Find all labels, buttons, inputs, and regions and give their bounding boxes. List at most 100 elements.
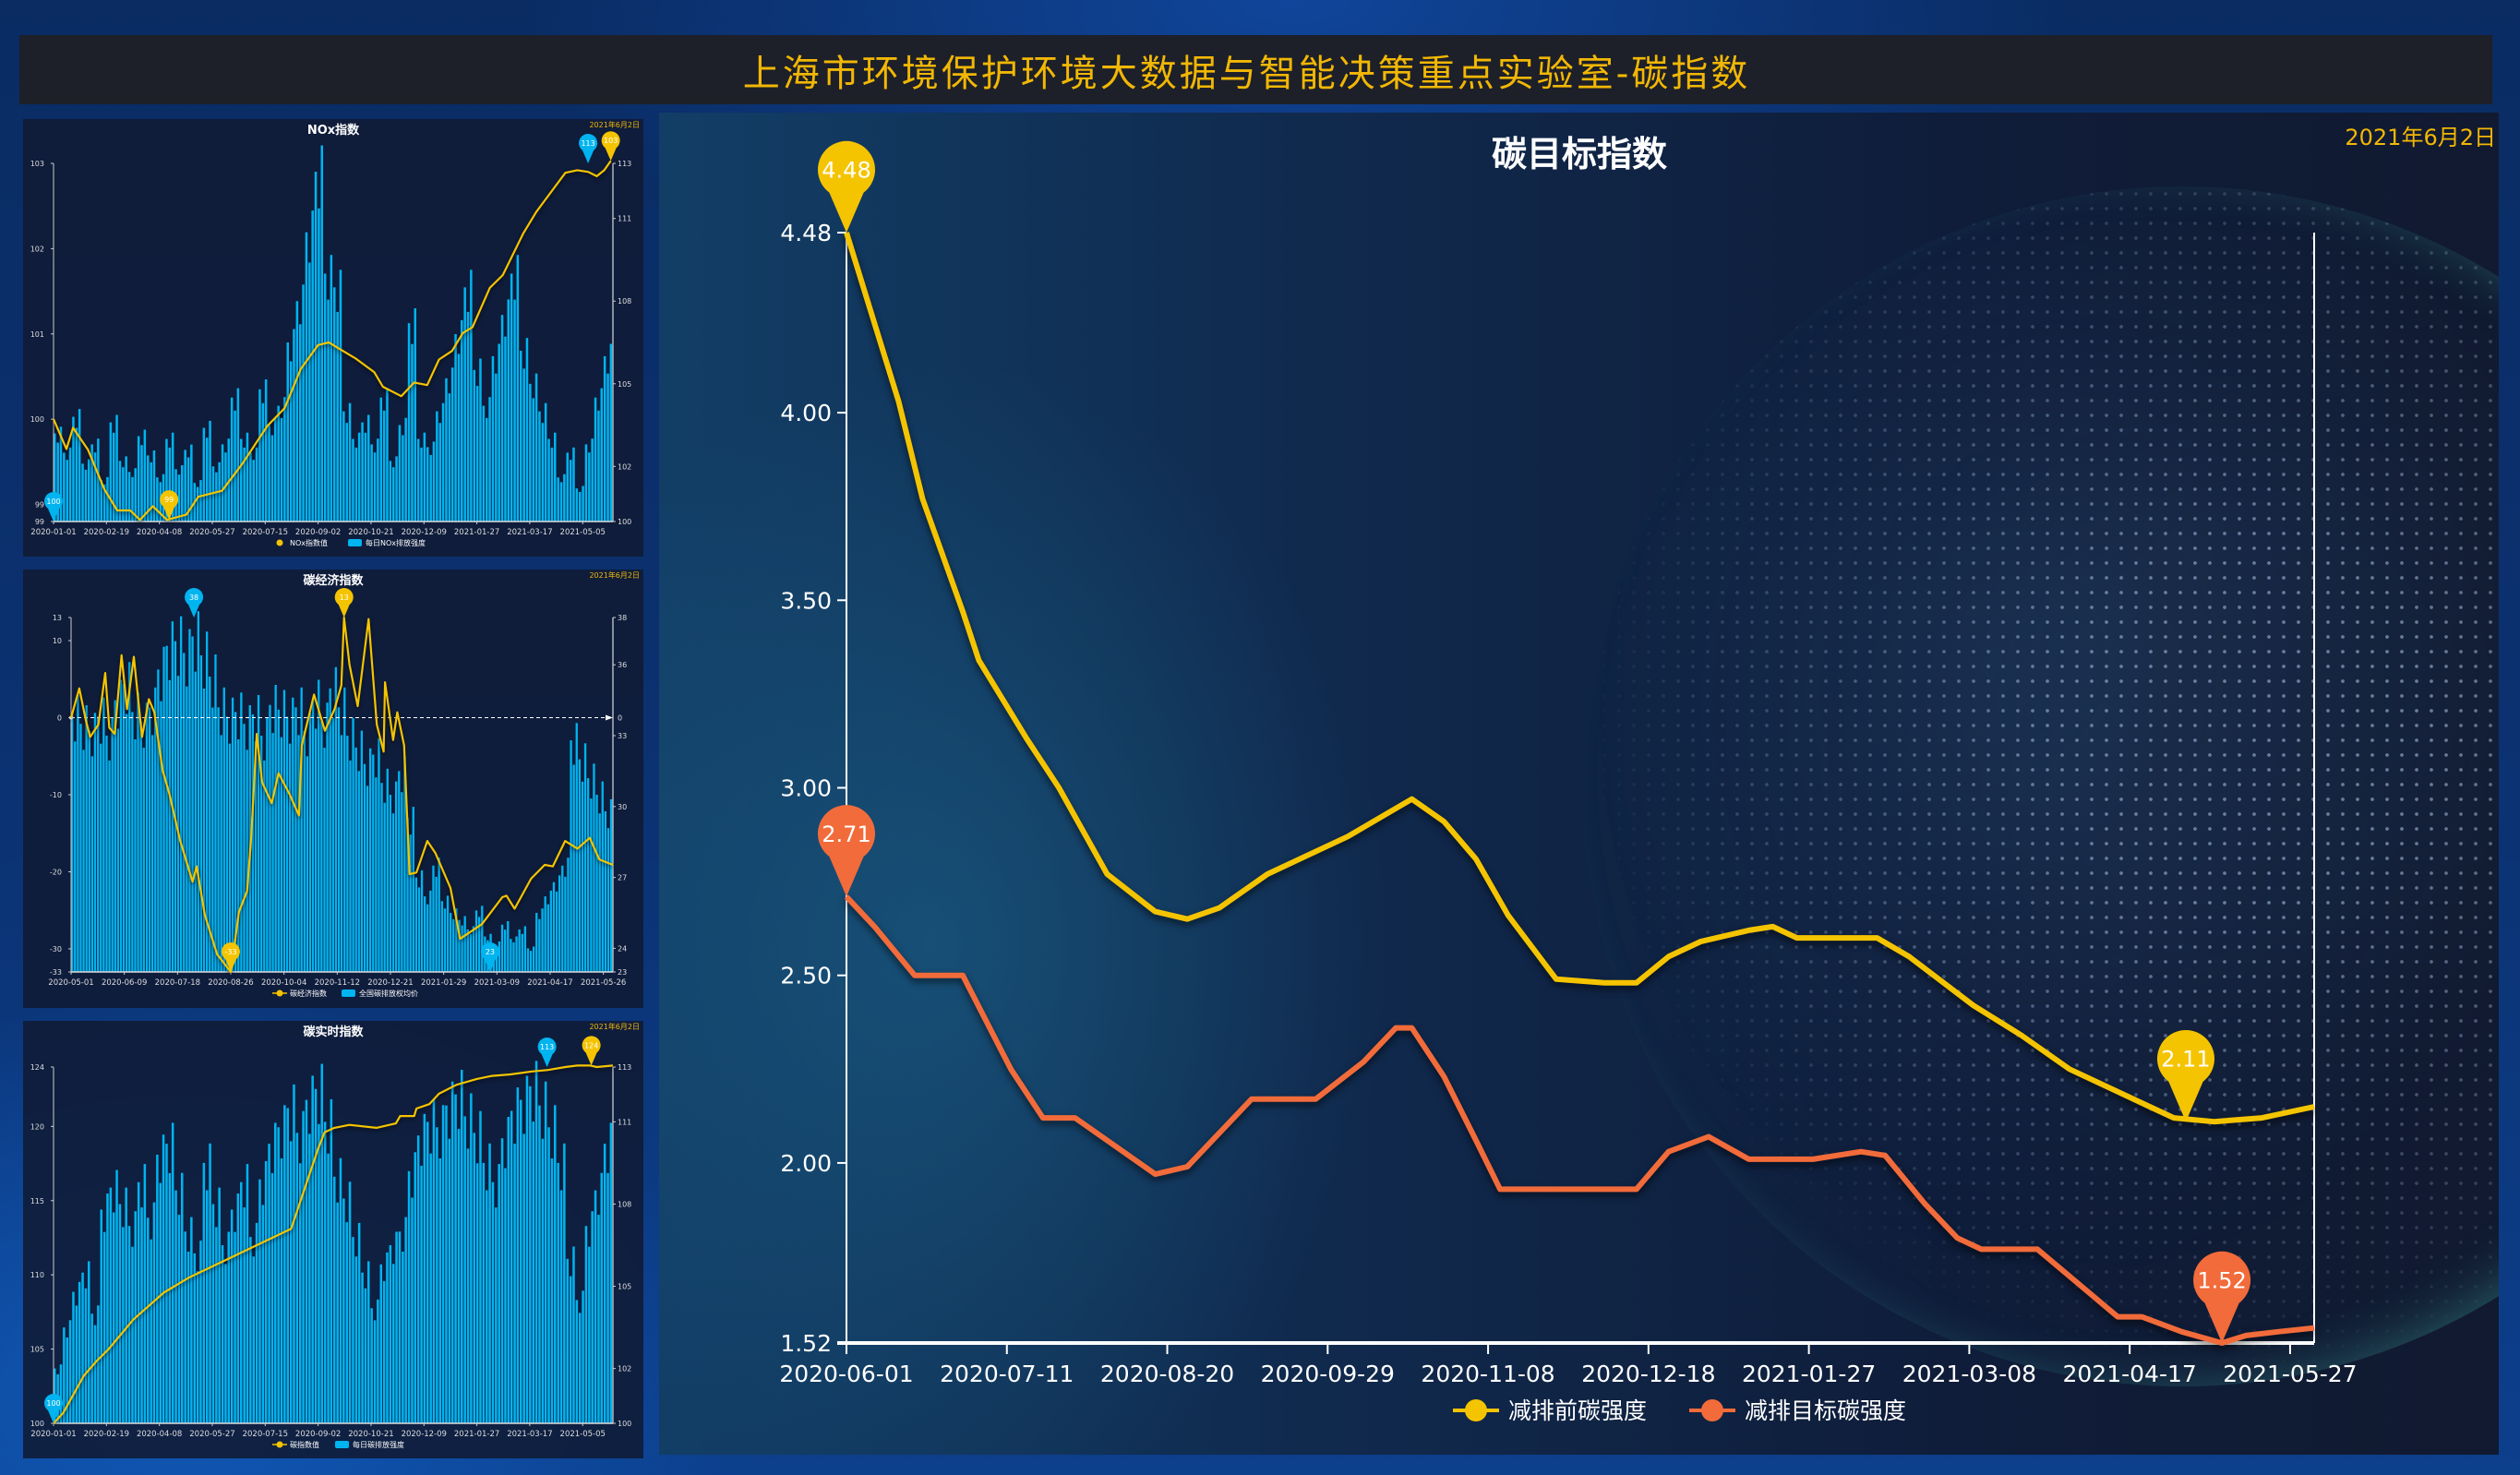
bar [398,1231,402,1423]
bar [81,463,84,522]
bar [308,713,312,972]
bar [518,929,521,972]
bar [569,460,572,522]
bar [525,338,529,522]
bar [131,476,134,522]
legend-item-line[interactable]: 碳经济指数 [272,989,327,998]
bar [323,1121,327,1423]
bar [252,460,256,522]
bar [398,425,402,522]
bar [246,1164,249,1423]
marker-pin: 2.11 [2156,1030,2214,1122]
legend-item-bar[interactable]: 全国碳排放权均价 [342,989,418,998]
bar [380,783,383,972]
nox-index-chart[interactable]: NOx指数 2021年6月2日99991001011021031001021051… [23,119,643,557]
carbon-economy-index-chart[interactable]: 碳经济指数 2021年6月2日 -33 -30 -20 -10 0 10 13 23 24 27 30 3… [23,570,643,1008]
x-tick-label: 2020-10-04 [261,978,306,988]
bar [379,1264,383,1423]
bar [609,343,613,522]
x-tick-label: 2020-06-09 [102,978,147,988]
bar [252,1256,256,1423]
bar [215,472,218,522]
marker-label: 100 [46,1399,60,1408]
legend-dot [1701,1399,1723,1421]
y-tick-label: 2.50 [780,963,832,989]
x-tick-label: 2021-01-27 [454,528,499,537]
bar [295,1133,299,1423]
bar [504,929,507,972]
bar [523,926,527,972]
bar [342,1198,345,1423]
bar [454,334,457,522]
carbon-target-index-panel: 碳目标指数 2021年6月2日 1.52 2.00 2.50 3.00 3.50 4.00 4.… [659,113,2499,1455]
bar-series [71,611,613,972]
bar [463,287,466,522]
legend-item-line[interactable]: 碳指数值 [272,1440,319,1449]
bar [352,438,354,522]
bar [409,834,412,972]
bar [504,1168,507,1423]
bar [277,405,280,522]
bar [538,918,541,972]
bar [150,462,152,522]
bar [302,1110,305,1423]
bar [343,687,346,972]
bar [97,716,100,972]
y-left-tick-label: 100 [30,1420,44,1428]
bar [420,869,424,972]
x-tick-label: 2020-04-08 [137,528,182,537]
bar [140,1207,143,1423]
bar [557,1162,559,1423]
bar [372,754,375,972]
marker-pin-shape [601,131,620,162]
bar [111,717,114,972]
bar [227,1231,231,1423]
legend-item-0[interactable]: 减排前碳强度 [1453,1397,1647,1424]
y-left-tick-label: 120 [30,1122,44,1131]
y-left-tick-label: -33 [50,968,62,977]
bar [457,1129,461,1423]
bar [122,467,125,522]
bar [147,1217,150,1423]
legend-item-line[interactable]: NOx指数值 [276,538,329,547]
bar [243,447,246,522]
bar [582,1290,584,1423]
bar [378,738,380,972]
bar [516,255,520,522]
bar [407,1170,411,1423]
bar [479,358,482,522]
legend-item-bar[interactable]: 每日碳排放强度 [335,1440,404,1449]
x-tick-label: 2020-02-19 [84,528,129,537]
bar [183,653,186,972]
legend-item-1[interactable]: 减排目标碳强度 [1689,1397,1906,1424]
legend-dot [276,539,283,546]
y-right-tick-label: 36 [618,661,627,669]
bar [470,270,473,522]
marker-pin-shape [44,1394,63,1423]
bar [263,760,266,972]
bar [466,1148,470,1423]
carbon-target-index-chart[interactable]: 碳目标指数 2021年6月2日 1.52 2.00 2.50 3.00 3.50 4.00 4.… [659,113,2499,1455]
legend-item-bar[interactable]: 每日NOx排放强度 [348,538,426,547]
bar [440,901,444,972]
bar [257,695,260,972]
bar [184,1231,186,1423]
bar [452,918,455,972]
marker-pin: 99 [160,490,179,521]
x-tick-label: 2020-07-15 [243,528,288,537]
bar [315,728,318,972]
bar [559,482,563,522]
carbon-realtime-index-chart[interactable]: 碳实时指数 2021年6月2日10010511011512012410010210… [23,1021,643,1458]
y-tick-label: 2.00 [780,1150,832,1177]
bar [145,702,149,972]
bar [85,705,88,972]
bar [541,908,544,972]
y-left-tick-label: 105 [30,1346,44,1354]
y-right-tick-label: 108 [618,1200,631,1208]
bar [402,1252,404,1423]
bar [168,679,171,972]
marker-pin-shape [334,588,354,618]
bar [339,270,342,522]
bar [513,1144,516,1423]
bar [520,351,522,522]
